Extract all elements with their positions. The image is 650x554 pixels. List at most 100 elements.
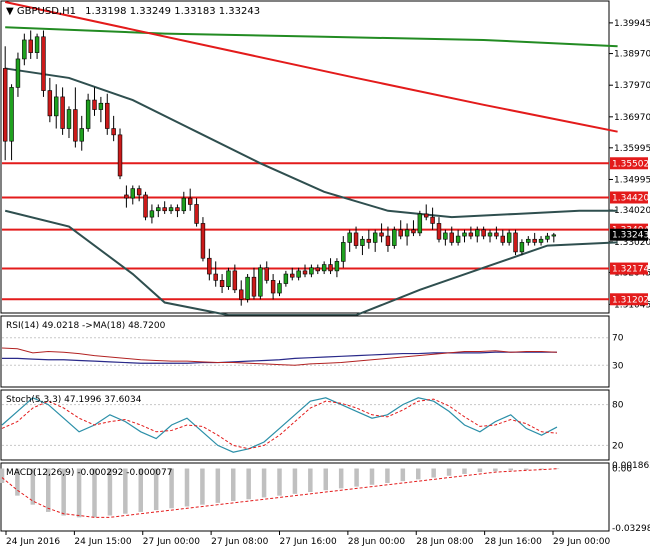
- rsi-level-label: 30: [612, 361, 624, 371]
- price-tick-label: 1.34995: [614, 175, 650, 185]
- macd-hist-bar: [277, 468, 282, 496]
- macd-hist-bar: [138, 468, 143, 512]
- rsi-panel: 70 30 RSI(14) 49.0218 ->MA(18) 48.7200: [0, 315, 624, 388]
- macd-histogram: [0, 468, 560, 518]
- macd-hist-bar: [231, 468, 236, 502]
- candle-body: [481, 229, 486, 237]
- candle-body: [436, 223, 442, 240]
- current-price-box: [610, 228, 648, 241]
- candle-body: [232, 270, 238, 291]
- macd-hist-bar: [292, 468, 298, 494]
- rsi-axis: 70 30: [2, 334, 624, 371]
- candle-body: [92, 99, 97, 110]
- candle-body: [73, 109, 78, 142]
- price-tick-label: 1.33020: [614, 238, 650, 248]
- candle-body: [162, 207, 167, 212]
- macd-hist-bar: [369, 468, 375, 485]
- macd-hist-bar: [477, 468, 483, 473]
- macd-hist-bar: [92, 468, 97, 518]
- macd-hist-bar: [107, 468, 113, 516]
- candle-body: [98, 102, 104, 110]
- candle-body: [360, 238, 365, 246]
- candle-body: [513, 232, 518, 253]
- macd-hist-bar: [493, 468, 498, 472]
- macd-hist-bar: [61, 468, 66, 516]
- time-tick-label: 27 Jun 08:00: [211, 537, 268, 547]
- rsi-lines: [1, 347, 558, 366]
- candle-body: [404, 229, 410, 237]
- macd-hist-bar: [539, 468, 544, 470]
- candle-body: [175, 207, 180, 212]
- candle-body: [181, 197, 187, 212]
- candle-body: [443, 232, 448, 240]
- candle-body: [105, 102, 110, 129]
- candle-body: [2, 68, 8, 142]
- candle-body: [47, 90, 53, 117]
- overlay-line: [4, 1, 618, 133]
- candle-body: [136, 188, 142, 196]
- stoch-lines: [1, 397, 558, 453]
- stoch-label: Stoch(5,3,3) 47.1996 37.6034: [6, 395, 142, 405]
- macd-signal-line: [1, 468, 558, 518]
- macd-hist-bar: [431, 468, 436, 478]
- price-tick-label: 1.39945: [614, 19, 650, 29]
- macd-tick-label: 0.00: [612, 465, 632, 475]
- macd-label: MACD(12,26,9) -0.000292 -0.000077: [6, 468, 172, 478]
- macd-hist-bar: [554, 468, 560, 470]
- candle-body: [506, 232, 512, 243]
- macd-hist-bar: [15, 468, 20, 496]
- macd-hist-bar: [215, 468, 221, 503]
- current-price-label: 1.33243: [612, 231, 649, 241]
- time-tick-label: 24 Jun 15:00: [74, 537, 131, 547]
- symbol-header: ▼ GBPUSD,H1 1.33198 1.33249 1.33183 1.33…: [6, 6, 260, 17]
- level-label: 1.32174: [612, 265, 649, 275]
- candle-body: [309, 267, 314, 275]
- candle-body: [526, 238, 531, 243]
- candle-body: [22, 39, 27, 60]
- candle-body: [334, 261, 340, 272]
- candle-body: [66, 109, 72, 129]
- candle-body: [353, 232, 359, 246]
- macd-hist-bar: [123, 468, 128, 514]
- macd-hist-bar: [338, 468, 344, 489]
- macd-panel-frame: [0, 462, 610, 532]
- candle-body: [315, 267, 320, 272]
- price-tick-label: 1.36970: [614, 113, 650, 123]
- macd-hist-bar: [508, 468, 513, 471]
- level-label-box: [610, 293, 648, 306]
- stochastic-panel: 80 20 Stoch(5,3,3) 47.1996 37.6034: [0, 389, 624, 461]
- stoch-signal-line: [1, 398, 558, 450]
- candle-body: [551, 234, 557, 237]
- rsi-label: RSI(14) 49.0218 ->MA(18) 48.7200: [6, 321, 166, 331]
- macd-hist-bar: [462, 468, 467, 474]
- candle-body: [60, 96, 65, 129]
- rsi-ma-line: [2, 351, 557, 364]
- candle-body: [130, 188, 135, 199]
- price-panel: 1.39945 1.38970 1.37970 1.36970 1.35995 1.349…: [0, 0, 650, 317]
- candle-body: [494, 232, 499, 237]
- macd-hist-bar: [308, 468, 313, 493]
- macd-axis: 0.0018620.00 -0.032982: [612, 461, 650, 534]
- stoch-panel-frame: [0, 389, 610, 461]
- candle-body: [143, 194, 148, 218]
- candle-body: [347, 232, 352, 243]
- level-label: 1.34420: [612, 193, 649, 203]
- candle-body: [277, 283, 282, 294]
- candle-body: [41, 36, 46, 91]
- candle-body: [424, 213, 429, 218]
- macd-hist-bar: [400, 468, 406, 482]
- candle-body: [54, 96, 59, 117]
- macd-panel: 0.0018620.00 -0.032982 MACD(12,26,9) -0.0…: [0, 461, 650, 534]
- macd-hist-bar: [416, 468, 421, 480]
- candle-body: [372, 232, 378, 243]
- macd-hist-bar: [354, 468, 359, 487]
- candle-body: [213, 273, 218, 281]
- macd-tick-label: -0.032982: [612, 524, 650, 534]
- price-tick-label: 1.38970: [614, 50, 650, 60]
- price-tick-label: 1.34020: [614, 206, 650, 216]
- candle-body: [532, 238, 537, 243]
- level-label-box: [610, 157, 648, 170]
- candle-body: [341, 242, 346, 262]
- candle-body: [15, 58, 21, 88]
- candle-body: [302, 270, 308, 275]
